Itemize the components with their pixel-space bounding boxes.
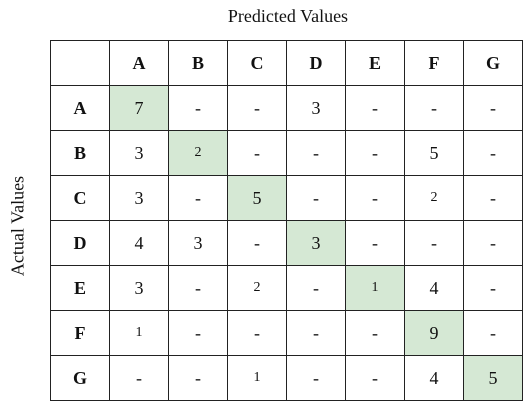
actual-values-label: Actual Values	[7, 175, 28, 277]
table-cell: -	[345, 175, 405, 221]
table-cell: -	[286, 310, 346, 356]
table-row: C 3 - 5 - - 2 -	[50, 175, 523, 221]
table-row: B 3 2 - - - 5 -	[50, 130, 523, 176]
table-cell: 5	[463, 355, 523, 401]
table-cell: -	[463, 310, 523, 356]
table-cell: 1	[345, 265, 405, 311]
column-header: B	[168, 40, 228, 86]
row-header: D	[50, 220, 110, 266]
row-header: B	[50, 130, 110, 176]
table-cell: 3	[109, 175, 169, 221]
table-cell: -	[168, 265, 228, 311]
table-cell: -	[168, 310, 228, 356]
row-header: E	[50, 265, 110, 311]
column-header: G	[463, 40, 523, 86]
table-cell: -	[463, 220, 523, 266]
table-cell: -	[345, 355, 405, 401]
table-cell: -	[227, 310, 287, 356]
table-cell: 5	[404, 130, 464, 176]
table-cell: -	[463, 130, 523, 176]
table-cell: 1	[109, 310, 169, 356]
table-cell: 1	[227, 355, 287, 401]
table-cell: -	[109, 355, 169, 401]
table-cell: 9	[404, 310, 464, 356]
column-header: E	[345, 40, 405, 86]
row-header: G	[50, 355, 110, 401]
table-cell: 3	[286, 85, 346, 131]
corner-cell	[50, 40, 110, 86]
table-cell: -	[404, 220, 464, 266]
table-cell: -	[227, 130, 287, 176]
table-cell: 3	[109, 265, 169, 311]
table-cell: 5	[227, 175, 287, 221]
header-row: A B C D E F G	[50, 40, 523, 86]
column-header: C	[227, 40, 287, 86]
table-cell: -	[345, 220, 405, 266]
confusion-matrix-table: A B C D E F G A 7 - - 3 - - - B 3 2 - - …	[50, 40, 523, 401]
row-header: C	[50, 175, 110, 221]
table-cell: -	[286, 265, 346, 311]
table-cell: 4	[109, 220, 169, 266]
table-cell: 3	[109, 130, 169, 176]
table-cell: -	[227, 220, 287, 266]
table-row: F 1 - - - - 9 -	[50, 310, 523, 356]
table-row: A 7 - - 3 - - -	[50, 85, 523, 131]
table-cell: -	[286, 175, 346, 221]
table-row: E 3 - 2 - 1 4 -	[50, 265, 523, 311]
table-cell: 3	[168, 220, 228, 266]
table-cell: 2	[404, 175, 464, 221]
table-cell: -	[345, 85, 405, 131]
table-cell: 2	[168, 130, 228, 176]
table-cell: 4	[404, 265, 464, 311]
table-cell: -	[345, 310, 405, 356]
column-header: F	[404, 40, 464, 86]
table-cell: -	[463, 175, 523, 221]
table-cell: 3	[286, 220, 346, 266]
table-cell: -	[463, 265, 523, 311]
table-row: D 4 3 - 3 - - -	[50, 220, 523, 266]
row-header: A	[50, 85, 110, 131]
table-row: G - - 1 - - 4 5	[50, 355, 523, 401]
table-cell: -	[168, 85, 228, 131]
row-header: F	[50, 310, 110, 356]
table-cell: 4	[404, 355, 464, 401]
table-cell: 2	[227, 265, 287, 311]
table-cell: 7	[109, 85, 169, 131]
table-cell: -	[286, 355, 346, 401]
table-cell: -	[286, 130, 346, 176]
column-header: D	[286, 40, 346, 86]
column-header: A	[109, 40, 169, 86]
table-cell: -	[227, 85, 287, 131]
table-cell: -	[345, 130, 405, 176]
table-cell: -	[463, 85, 523, 131]
table-cell: -	[168, 355, 228, 401]
table-cell: -	[404, 85, 464, 131]
predicted-values-label: Predicted Values	[227, 6, 349, 26]
table-cell: -	[168, 175, 228, 221]
